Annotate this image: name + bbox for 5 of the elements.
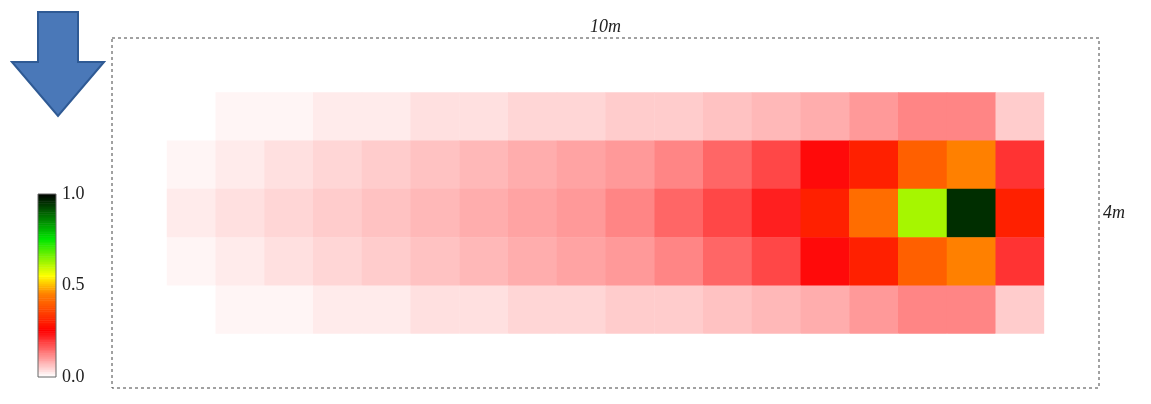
color-bar-label: 0.5 [62, 274, 85, 295]
color-bar-label: 1.0 [62, 182, 85, 203]
color-bar-label: 0.0 [62, 365, 85, 386]
text: 4m [1103, 201, 1125, 222]
text: 10m [590, 15, 621, 36]
